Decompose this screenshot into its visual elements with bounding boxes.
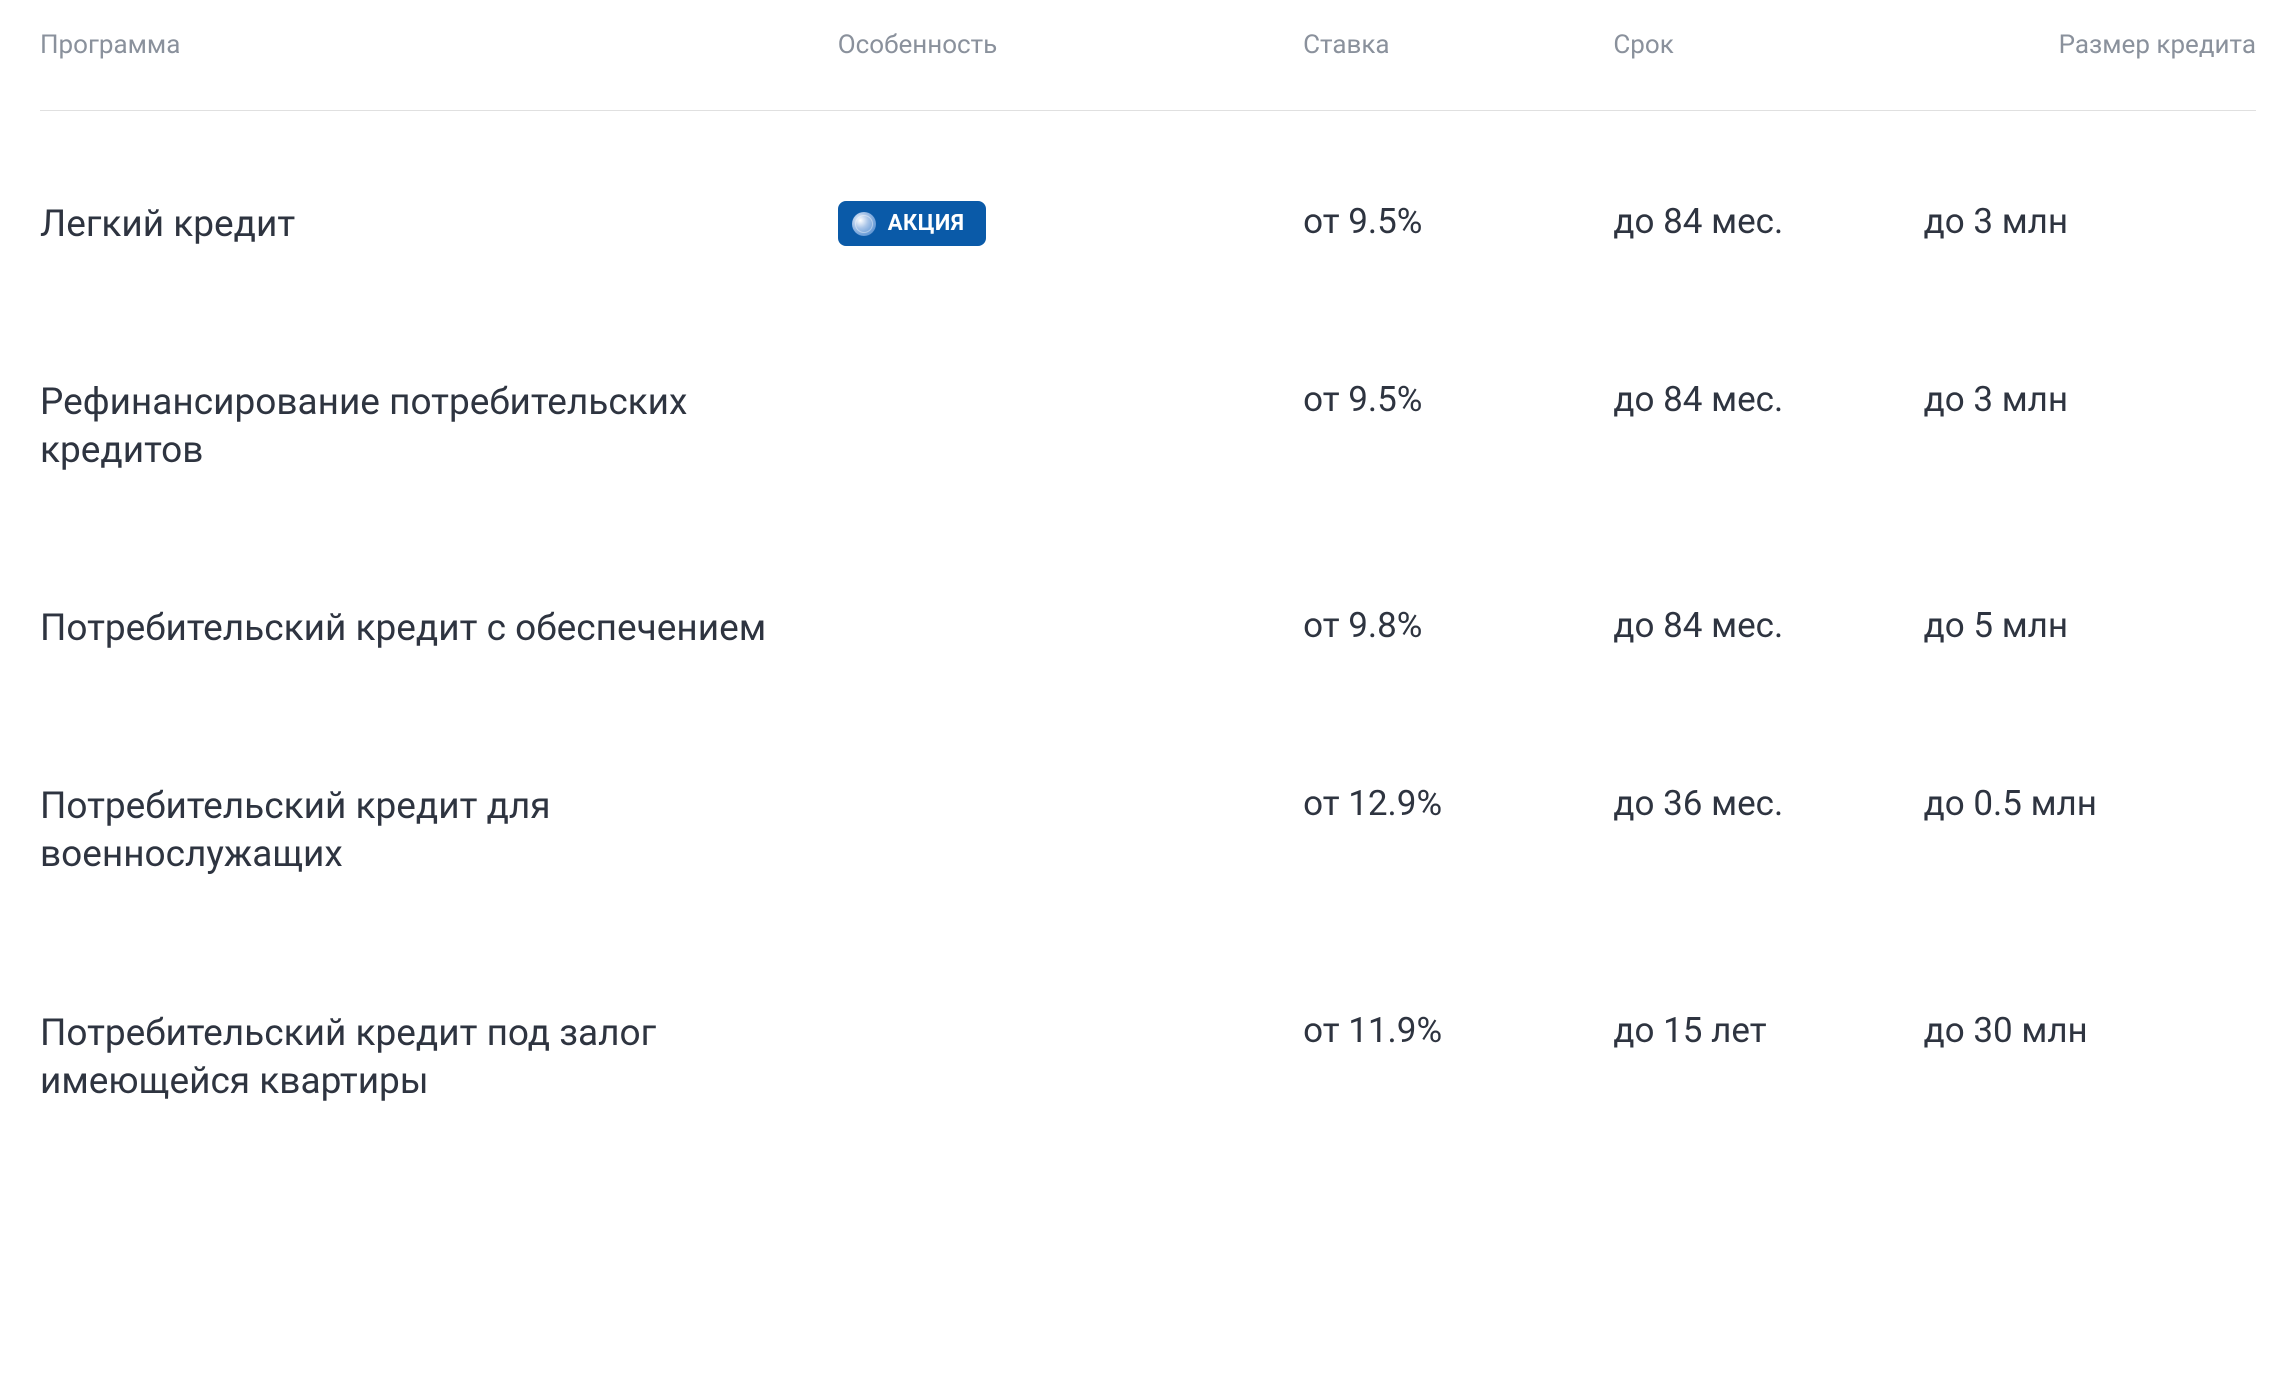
cell-size: до 30 млн [1924,1010,2256,1051]
size-value: до 3 млн [1924,201,2256,242]
rate-value: от 9.5% [1303,379,1593,420]
cell-term: до 36 мес. [1613,783,1923,824]
table-row: Рефинансирование потребительских кредито… [40,289,2256,515]
table-row: Потребительский кредит под залог имеющей… [40,920,2256,1146]
cell-size: до 3 млн [1924,201,2256,242]
cell-size: до 0.5 млн [1924,783,2256,824]
table-row: Потребительский кредит для военнослужащи… [40,693,2256,919]
program-name[interactable]: Потребительский кредит под залог имеющей… [40,1010,818,1106]
cell-size: до 5 млн [1924,605,2256,646]
promo-badge: АКЦИЯ [838,201,987,246]
cell-program: Потребительский кредит с обеспечением [40,605,838,653]
cell-term: до 84 мес. [1613,605,1923,646]
cell-size: до 3 млн [1924,379,2256,420]
size-value: до 5 млн [1924,605,2256,646]
program-name[interactable]: Легкий кредит [40,201,818,249]
term-value: до 15 лет [1613,1010,1903,1051]
program-name[interactable]: Рефинансирование потребительских кредито… [40,379,818,475]
cell-term: до 15 лет [1613,1010,1923,1051]
term-value: до 36 мес. [1613,783,1903,824]
cell-program: Рефинансирование потребительских кредито… [40,379,838,475]
table-row: Потребительский кредит с обеспечением от… [40,515,2256,693]
term-value: до 84 мес. [1613,201,1903,242]
header-term: Срок [1613,30,1923,60]
header-program: Программа [40,30,838,60]
cell-rate: от 11.9% [1303,1010,1613,1051]
cell-term: до 84 мес. [1613,379,1923,420]
credit-programs-table: Программа Особенность Ставка Срок Размер… [40,30,2256,1146]
table-row: Легкий кредит АКЦИЯ от 9.5% до 84 мес. д… [40,111,2256,289]
cell-rate: от 9.5% [1303,379,1613,420]
rate-value: от 9.8% [1303,605,1593,646]
header-size: Размер кредита [1924,30,2256,60]
cell-rate: от 9.8% [1303,605,1613,646]
program-name[interactable]: Потребительский кредит с обеспечением [40,605,818,653]
term-value: до 84 мес. [1613,605,1903,646]
size-value: до 0.5 млн [1924,783,2256,824]
table-header: Программа Особенность Ставка Срок Размер… [40,30,2256,111]
cell-program: Легкий кредит [40,201,838,249]
rate-value: от 9.5% [1303,201,1593,242]
badge-label: АКЦИЯ [888,211,965,236]
header-rate: Ставка [1303,30,1613,60]
term-value: до 84 мес. [1613,379,1903,420]
rate-value: от 11.9% [1303,1010,1593,1051]
cell-program: Потребительский кредит для военнослужащи… [40,783,838,879]
cell-rate: от 12.9% [1303,783,1613,824]
header-feature: Особенность [838,30,1303,60]
cell-term: до 84 мес. [1613,201,1923,242]
size-value: до 30 млн [1924,1010,2256,1051]
cell-rate: от 9.5% [1303,201,1613,242]
size-value: до 3 млн [1924,379,2256,420]
cell-program: Потребительский кредит под залог имеющей… [40,1010,838,1106]
program-name[interactable]: Потребительский кредит для военнослужащи… [40,783,818,879]
cell-feature: АКЦИЯ [838,201,1303,246]
globe-icon [852,212,876,236]
rate-value: от 12.9% [1303,783,1593,824]
